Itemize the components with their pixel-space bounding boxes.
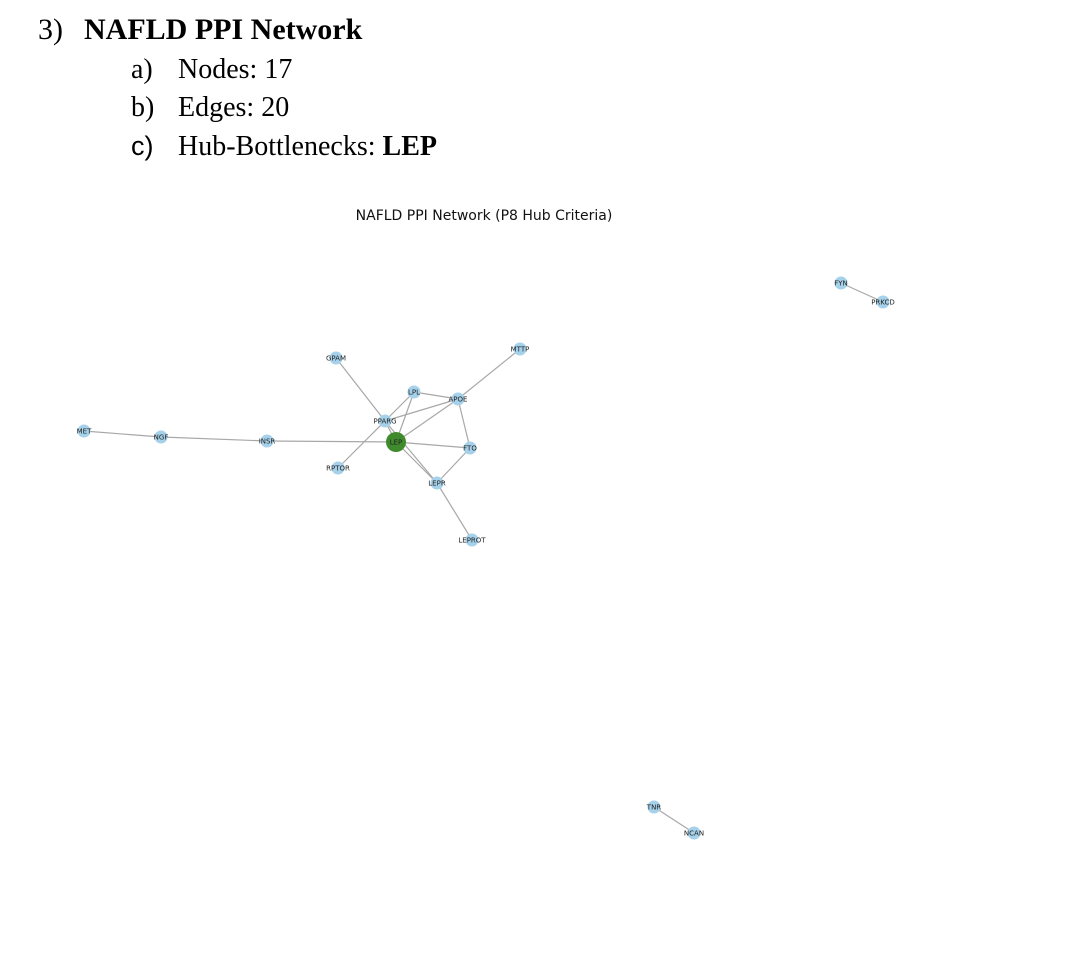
edge-lepr-leprot [436, 482, 473, 541]
node-lepr: LEPR [428, 476, 446, 490]
list-item-label: b) [131, 92, 155, 123]
node-label: FYN [834, 280, 848, 288]
node-circle [876, 295, 890, 309]
section-heading: 3) NAFLD PPI Network [38, 10, 362, 50]
figure-title: NAFLD PPI Network (P8 Hub Criteria) [356, 208, 613, 224]
node-rptor: RPTOR [326, 461, 350, 475]
section-number: 3) [38, 13, 63, 46]
list-item-hub-bottlenecks: c) Hub-Bottlenecks: LEP [131, 128, 437, 165]
node-circle [378, 414, 392, 428]
edge-lep-fto [395, 441, 471, 449]
node-circle [451, 392, 465, 406]
list-item-edges: b) Edges: 20 [131, 90, 289, 126]
node-label: GPAM [326, 355, 346, 363]
node-tnr: TNR [646, 800, 662, 814]
node-lpl: LPL [407, 385, 421, 399]
list-item-text: Nodes: 17 [178, 54, 293, 85]
edge-gpam-pparg [335, 357, 386, 422]
edge-fyn-prkcd [840, 282, 884, 303]
node-leprot: LEPROT [458, 533, 486, 547]
node-label: MET [77, 428, 92, 436]
node-circle [687, 826, 701, 840]
node-label: LEPR [428, 480, 446, 488]
edge-met-ngf [83, 430, 162, 438]
node-circle [407, 385, 421, 399]
edge-layer [83, 282, 884, 834]
node-label: MTTP [511, 346, 530, 354]
node-apoe: APOE [449, 392, 468, 406]
node-met: MET [77, 424, 92, 438]
node-circle [154, 430, 168, 444]
list-item-label: c) [131, 131, 154, 161]
list-item-nodes: a) Nodes: 17 [131, 52, 292, 88]
edge-ngf-insr [160, 436, 268, 442]
edge-tnr-ncan [653, 806, 695, 834]
node-mttp: MTTP [511, 342, 530, 356]
node-gpam: GPAM [326, 351, 346, 365]
edge-pparg-rptor [337, 420, 386, 469]
node-fto: FTO [463, 441, 477, 455]
node-label: PRKCD [871, 299, 895, 307]
node-label: APOE [449, 396, 468, 404]
list-item-text: Hub-Bottlenecks: [178, 131, 383, 162]
edge-apoe-mttp [457, 348, 521, 400]
node-label: RPTOR [326, 465, 350, 473]
list-item-text: Edges: 20 [178, 92, 290, 123]
node-label: LEP [390, 439, 403, 447]
node-pparg: PPARG [373, 414, 397, 428]
node-lep: LEP [386, 432, 406, 452]
node-label: NGF [154, 434, 169, 442]
node-label: LEPROT [458, 537, 486, 545]
node-ngf: NGF [154, 430, 169, 444]
edge-apoe-lep [395, 398, 459, 443]
node-circle [260, 434, 274, 448]
edge-apoe-fto [457, 398, 471, 449]
node-circle [430, 476, 444, 490]
node-ncan: NCAN [684, 826, 704, 840]
node-prkcd: PRKCD [871, 295, 895, 309]
node-circle [834, 276, 848, 290]
node-label: PPARG [373, 418, 396, 426]
node-insr: INSR [259, 434, 276, 448]
edge-pparg-lpl [384, 391, 415, 422]
section-title: NAFLD PPI Network [84, 13, 363, 46]
edge-lpl-apoe [413, 391, 459, 400]
node-layer: LEP PPARG LPL APOE MTTP GPAM FTO LEPR LEPROT RPTO… [77, 276, 895, 840]
edge-fto-lepr [436, 447, 471, 484]
node-circle [647, 800, 661, 814]
edge-pparg-apoe [384, 398, 459, 422]
node-label: INSR [259, 438, 276, 446]
node-circle [513, 342, 527, 356]
node-fyn: FYN [834, 276, 848, 290]
node-circle [463, 441, 477, 455]
node-label: LPL [408, 389, 420, 397]
hub-node-circle [386, 432, 406, 452]
node-label: NCAN [684, 830, 704, 838]
node-circle [329, 351, 343, 365]
edge-pparg-lepr [384, 420, 438, 484]
node-label: FTO [463, 445, 477, 453]
node-circle [331, 461, 345, 475]
node-circle [465, 533, 479, 547]
node-circle [77, 424, 91, 438]
edge-insr-lep [266, 440, 397, 443]
hub-bottleneck-value: LEP [382, 131, 437, 162]
list-item-label: a) [131, 54, 153, 85]
node-label: TNR [646, 804, 662, 812]
